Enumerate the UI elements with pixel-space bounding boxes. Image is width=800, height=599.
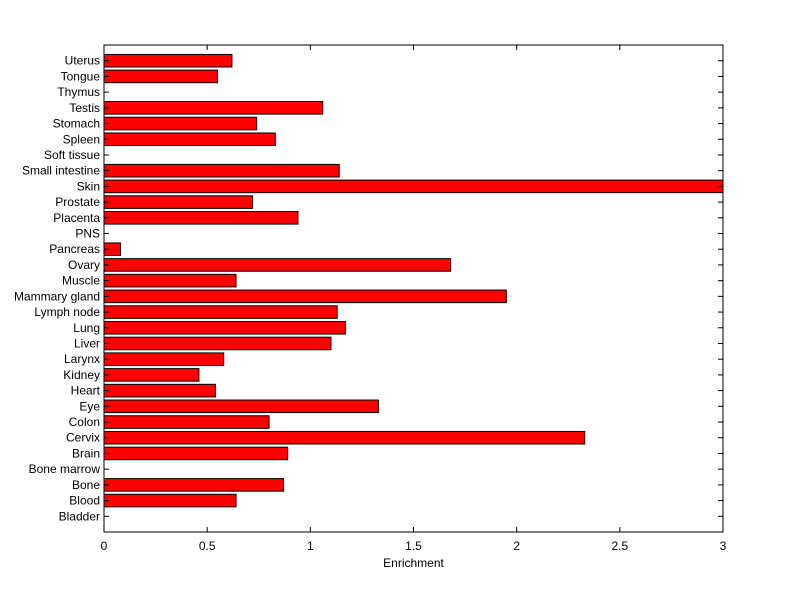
bar-lymph-node (103, 305, 338, 319)
y-tick-label: Larynx (64, 352, 100, 366)
bar-lung (103, 320, 346, 335)
y-tick-label: Soft tissue (44, 148, 100, 162)
bar-prostate (103, 195, 254, 209)
bar-cervix (103, 430, 586, 445)
y-tick-label: Muscle (62, 274, 100, 288)
bar-ovary (103, 258, 452, 272)
bar-blood (103, 493, 237, 508)
y-tick-label: Eye (79, 399, 100, 413)
y-tick-label: Placenta (53, 211, 100, 225)
x-tick-label: 0.5 (199, 539, 216, 553)
y-tick-label: Mammary gland (14, 289, 100, 303)
y-tick-label: Colon (69, 415, 100, 429)
bar-heart (103, 383, 216, 398)
y-tick-label: Tongue (61, 69, 101, 83)
y-tick-label: Blood (69, 494, 100, 508)
y-tick-label: Heart (71, 384, 101, 398)
x-tick-label: 1 (307, 539, 314, 553)
y-tick-label: Stomach (53, 117, 100, 131)
bar-tongue (103, 69, 218, 84)
bar-testis (103, 101, 324, 115)
bar-liver (103, 336, 332, 351)
bar-larynx (103, 352, 225, 366)
y-tick-label: Pancreas (49, 242, 100, 256)
y-tick-label: Ovary (68, 258, 100, 272)
x-tick-label: 1.5 (405, 539, 422, 553)
y-tick-label: Spleen (63, 132, 100, 146)
y-tick-label: Liver (74, 336, 100, 350)
y-tick-label: Small intestine (22, 164, 100, 178)
y-tick-label: Uterus (65, 54, 100, 68)
y-tick-label: Lymph node (34, 305, 100, 319)
ticks-group (103, 45, 724, 532)
y-tick-label: Testis (69, 101, 100, 115)
plot-area-frame (103, 44, 724, 533)
bar-kidney (103, 368, 200, 382)
x-tick-label: 2.5 (611, 539, 628, 553)
y-tick-label: Bladder (59, 509, 100, 523)
bar-placenta (103, 211, 299, 225)
y-tick-label: Brain (72, 446, 100, 460)
bar-brain (103, 446, 289, 461)
bar-bone (103, 478, 285, 492)
y-tick-label: Thymus (57, 85, 100, 99)
x-tick-label: 2 (513, 539, 520, 553)
bar-muscle (103, 273, 237, 288)
y-tick-label: Skin (77, 179, 100, 193)
y-tick-label: Kidney (63, 368, 100, 382)
y-tick-label: Bone marrow (29, 462, 101, 476)
bar-skin (103, 179, 724, 194)
y-tick-label: Lung (73, 321, 100, 335)
y-tick-label: Cervix (66, 431, 100, 445)
bar-colon (103, 415, 270, 429)
y-tick-label: Bone (72, 478, 100, 492)
bar-mammary-gland (103, 289, 507, 304)
x-tick-label: 0 (101, 539, 108, 553)
y-tick-label: PNS (75, 227, 100, 241)
bar-small-intestine (103, 163, 340, 178)
x-axis-label: Enrichment (383, 556, 444, 570)
bar-uterus (103, 53, 233, 68)
x-tick-label: 3 (720, 539, 727, 553)
bar-eye (103, 399, 379, 414)
bars-group (103, 53, 724, 508)
bar-stomach (103, 116, 258, 131)
bar-spleen (103, 132, 276, 147)
y-tick-label: Prostate (55, 195, 100, 209)
